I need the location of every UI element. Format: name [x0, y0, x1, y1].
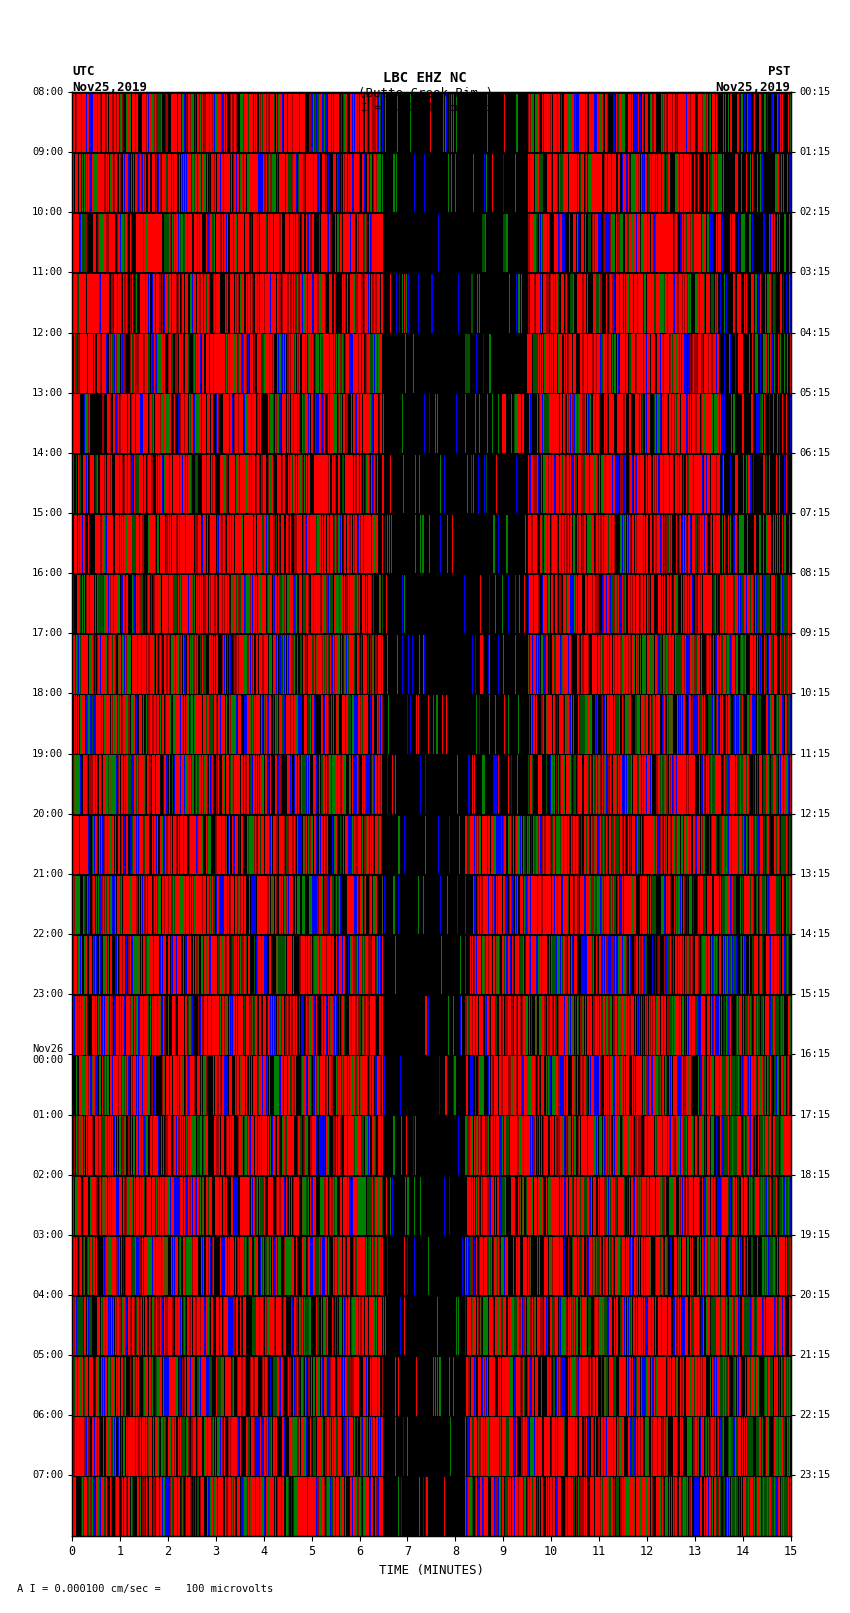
Text: LBC EHZ NC: LBC EHZ NC	[383, 71, 467, 85]
Text: (Butte Creek Rim ): (Butte Creek Rim )	[358, 87, 492, 100]
Text: PST: PST	[768, 65, 790, 77]
Text: Nov25,2019: Nov25,2019	[716, 81, 790, 94]
Text: I = 0.000100 cm/sec: I = 0.000100 cm/sec	[361, 103, 489, 113]
Text: UTC: UTC	[72, 65, 94, 77]
Text: Nov25,2019: Nov25,2019	[72, 81, 147, 94]
Text: A I = 0.000100 cm/sec =    100 microvolts: A I = 0.000100 cm/sec = 100 microvolts	[17, 1584, 273, 1594]
X-axis label: TIME (MINUTES): TIME (MINUTES)	[379, 1565, 484, 1578]
